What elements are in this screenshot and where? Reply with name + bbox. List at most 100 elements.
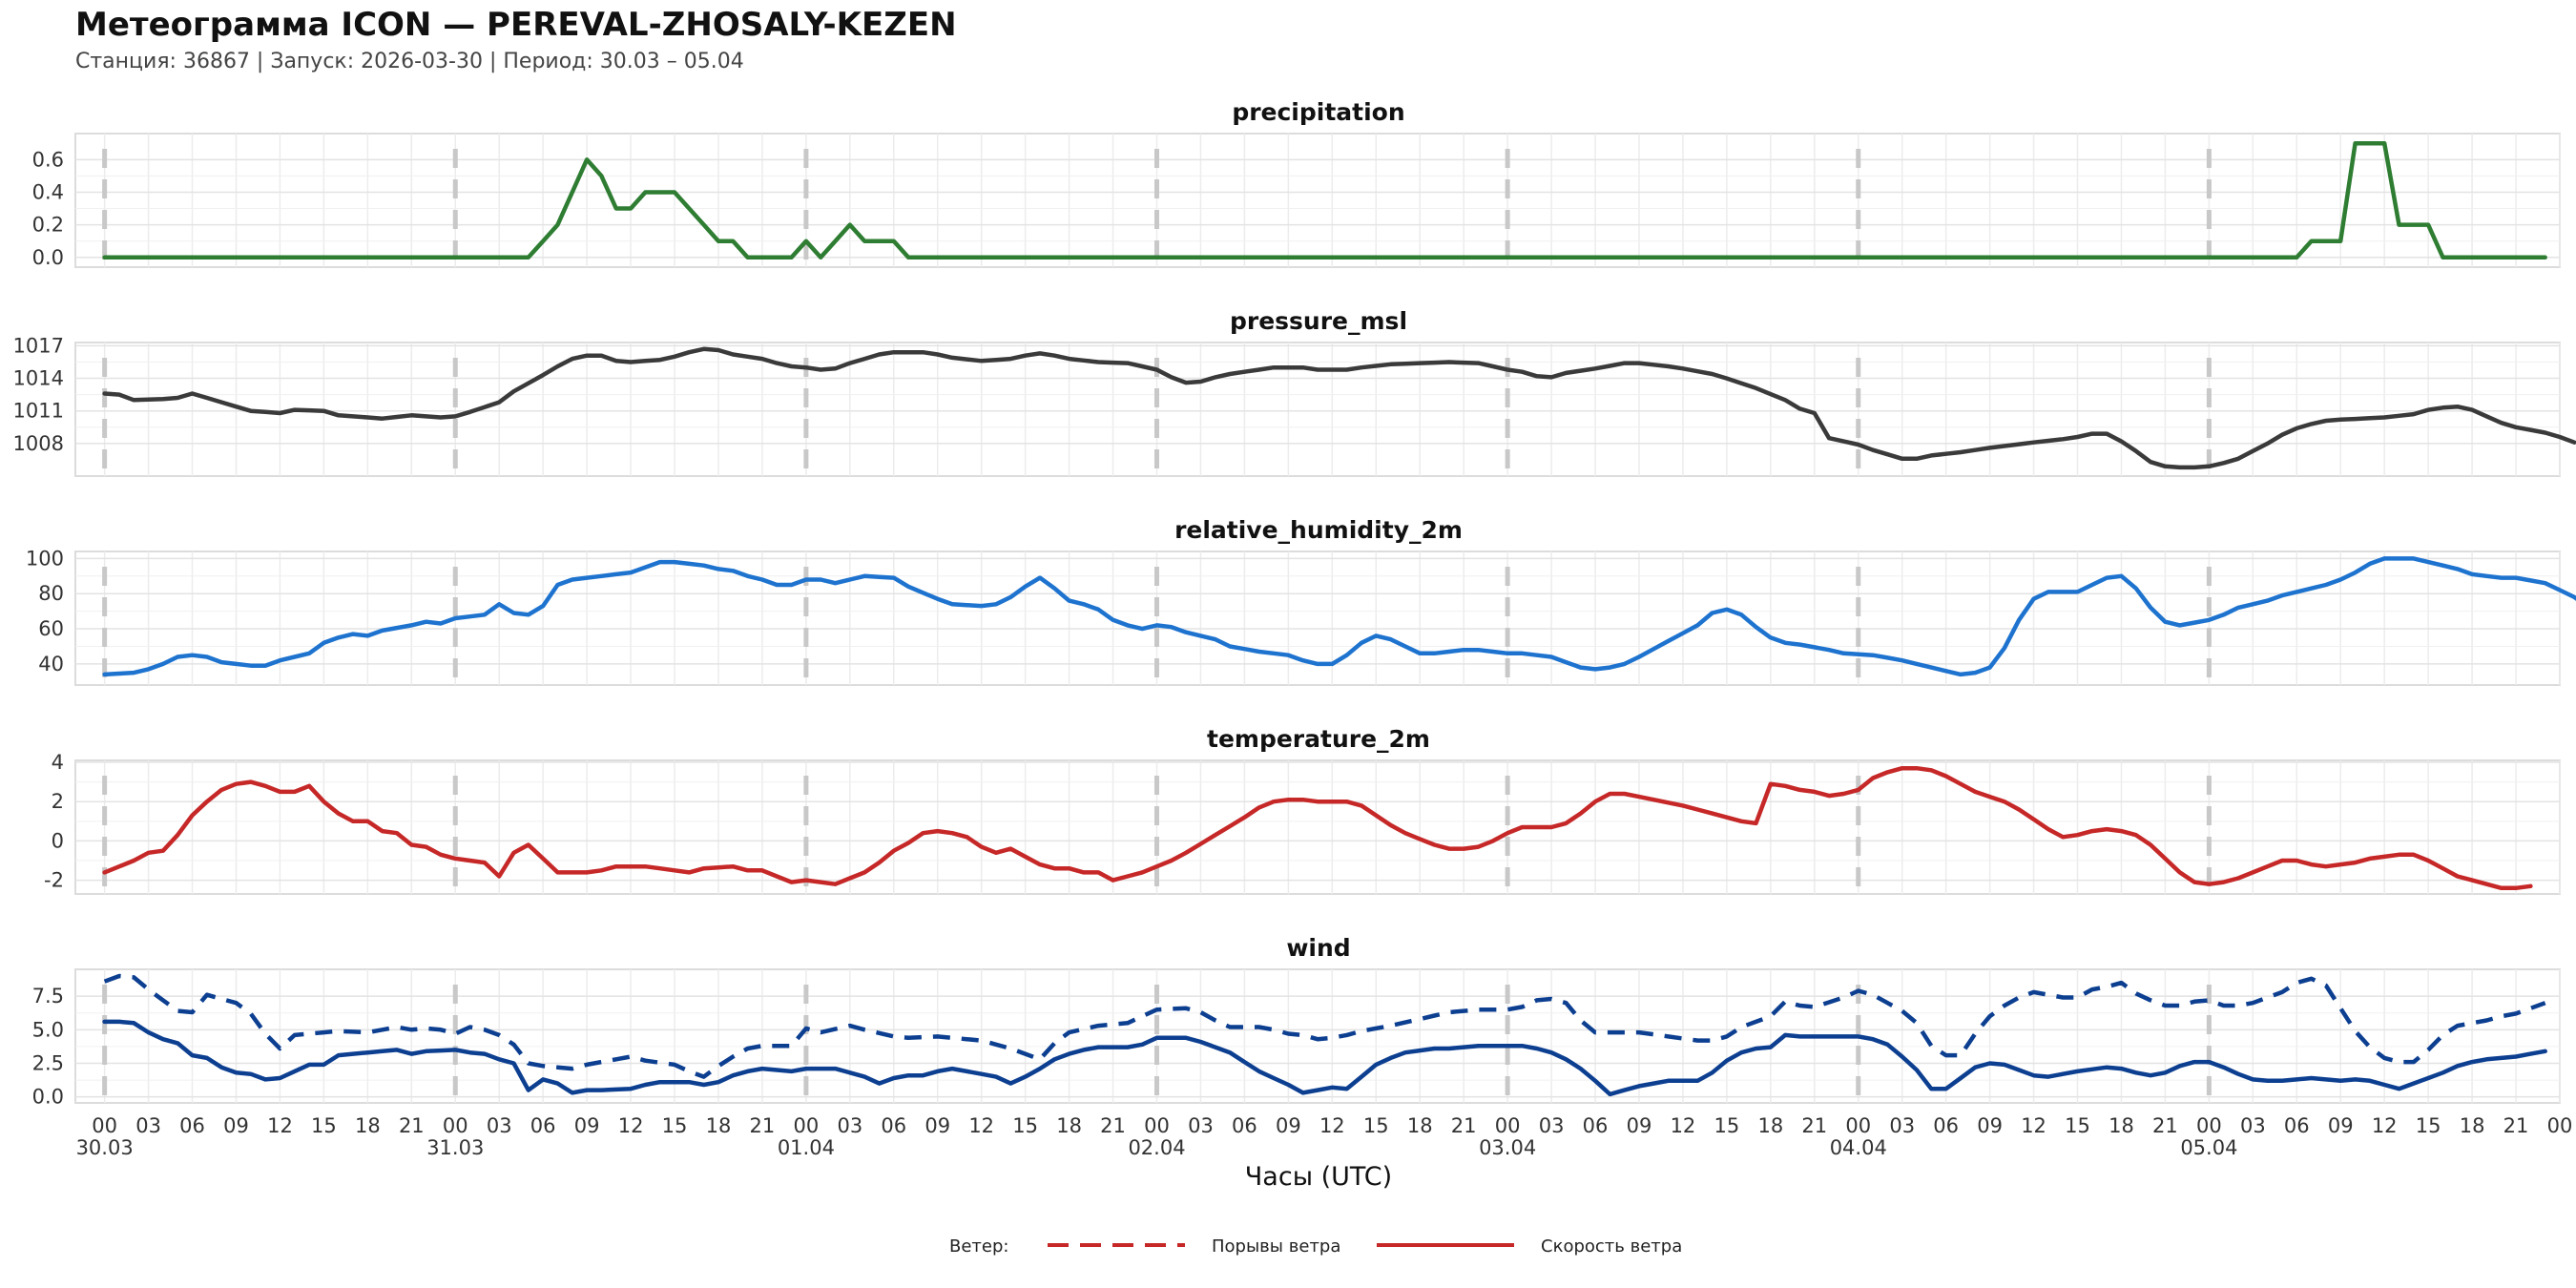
panel-frame [74, 759, 2561, 895]
x-day-label: 05.04 [2180, 1136, 2237, 1159]
y-tick-label: 0.0 [32, 246, 64, 269]
y-tick-label: 80 [38, 582, 64, 605]
x-tick-label: 03 [837, 1114, 862, 1137]
y-tick-label: 1017 [13, 334, 64, 357]
series-line-pressure_msl [102, 346, 2576, 470]
x-tick-label: 21 [750, 1114, 776, 1137]
x-tick-label: 21 [1100, 1114, 1126, 1137]
x-tick-label: 21 [2503, 1114, 2529, 1137]
legend: Ветер: Порывы ветра Скорость ветра [949, 1236, 1682, 1257]
y-tick-label: 0.6 [32, 148, 64, 171]
x-tick-label: 06 [530, 1114, 556, 1137]
y-tick-label: 60 [38, 617, 64, 640]
y-tick-label: 1014 [13, 367, 64, 390]
x-tick-label: 03 [1539, 1114, 1565, 1137]
chart-subtitle: Станция: 36867 | Запуск: 2026-03-30 | Пе… [75, 50, 744, 73]
panel-temperature-2m: -2 0 2 4 temperature_2m [44, 725, 2561, 895]
chart-panels: 0.0 0.2 0.4 0.6 precipitation 1008 1011 1014 101… [13, 98, 2576, 1109]
x-tick-label: 09 [223, 1114, 249, 1137]
panel-frame [74, 342, 2561, 477]
legend-label-gusts: Порывы ветра [1212, 1236, 1340, 1257]
panel-title: precipitation [1232, 98, 1404, 126]
panel-relative-humidity-2m: 40 60 80 100 relative_humidity_2m [26, 516, 2576, 686]
legend-title: Ветер: [949, 1236, 1008, 1257]
y-tick-label: 5.0 [32, 1018, 64, 1041]
panel-frame [74, 968, 2561, 1104]
x-tick-label: 12 [2021, 1114, 2046, 1137]
x-tick-label: 18 [2109, 1114, 2134, 1137]
x-tick-label: 03 [1188, 1114, 1214, 1137]
y-tick-label: 100 [26, 547, 64, 570]
y-tick-label: 1008 [13, 432, 64, 455]
series-line-скорость-ветра [102, 1019, 2547, 1097]
y-tick-label: 40 [38, 653, 64, 675]
x-tick-label: 09 [1977, 1114, 2003, 1137]
x-tick-label: 03 [135, 1114, 161, 1137]
panel-title: temperature_2m [1207, 725, 1430, 753]
x-tick-label: 00 [794, 1114, 820, 1137]
legend-label-speed: Скорость ветра [1541, 1236, 1682, 1257]
x-tick-label: 09 [574, 1114, 600, 1137]
x-tick-label: 15 [2416, 1114, 2441, 1137]
x-axis: 00 03 06 09 12 15 18 21 00 03 06 09 12 15 18 21 00 03 06 09… [76, 1114, 2573, 1159]
x-tick-label: 18 [2460, 1114, 2485, 1137]
series-line-relative_humidity_2m [102, 556, 2576, 677]
x-tick-label: 18 [355, 1114, 381, 1137]
x-axis-label: Часы (UTC) [1245, 1162, 1392, 1192]
y-tick-label: 0.2 [32, 214, 64, 237]
y-tick-label: 0.0 [32, 1086, 64, 1109]
x-tick-label: 12 [1671, 1114, 1696, 1137]
x-tick-label: 06 [1232, 1114, 1257, 1137]
x-tick-label: 06 [179, 1114, 205, 1137]
x-tick-label: 15 [311, 1114, 337, 1137]
panel-frame [74, 133, 2561, 268]
x-tick-label: 06 [881, 1114, 906, 1137]
y-tick-label: -2 [44, 869, 64, 892]
x-tick-label: 09 [2328, 1114, 2354, 1137]
x-tick-label: 00 [1845, 1114, 1871, 1137]
x-tick-label: 06 [1583, 1114, 1609, 1137]
panel-title: relative_humidity_2m [1174, 516, 1463, 544]
x-tick-label: 12 [618, 1114, 644, 1137]
x-tick-label: 21 [2152, 1114, 2178, 1137]
x-tick-label: 00 [1144, 1114, 1170, 1137]
y-tick-label: 0.4 [32, 180, 64, 203]
y-tick-label: 2.5 [32, 1051, 64, 1074]
x-tick-label: 15 [1363, 1114, 1389, 1137]
x-tick-label: 06 [2284, 1114, 2310, 1137]
y-tick-label: 7.5 [32, 985, 64, 1008]
x-day-label: 30.03 [76, 1136, 134, 1159]
x-tick-label: 15 [1714, 1114, 1740, 1137]
x-tick-label: 12 [2372, 1114, 2398, 1137]
series-line-порывы-ветра [103, 973, 2546, 1079]
panel-title: pressure_msl [1230, 307, 1407, 335]
chart-title: Метеограмма ICON — PEREVAL-ZHOSALY-KEZEN [75, 6, 957, 44]
x-tick-label: 18 [1407, 1114, 1433, 1137]
x-tick-label: 09 [1627, 1114, 1652, 1137]
x-tick-label: 03 [1889, 1114, 1915, 1137]
x-day-label: 01.04 [778, 1136, 835, 1159]
panel-precipitation: 0.0 0.2 0.4 0.6 precipitation [32, 98, 2561, 269]
x-tick-label: 00 [443, 1114, 468, 1137]
x-tick-label: 12 [1319, 1114, 1345, 1137]
x-tick-label: 03 [487, 1114, 512, 1137]
x-tick-label: 00 [92, 1114, 117, 1137]
x-tick-label: 15 [662, 1114, 688, 1137]
x-tick-label: 12 [267, 1114, 293, 1137]
x-tick-label: 06 [1933, 1114, 1959, 1137]
x-day-label: 02.04 [1128, 1136, 1185, 1159]
y-tick-label: 1011 [13, 400, 64, 423]
x-tick-label: 09 [1276, 1114, 1301, 1137]
x-tick-label: 00 [1495, 1114, 1521, 1137]
x-tick-label: 03 [2240, 1114, 2266, 1137]
x-tick-label: 18 [1757, 1114, 1783, 1137]
x-tick-label: 15 [2065, 1114, 2090, 1137]
panel-pressure-msl: 1008 1011 1014 1017 pressure_msl [13, 307, 2576, 477]
x-tick-label: 21 [399, 1114, 425, 1137]
panel-title: wind [1286, 934, 1350, 962]
series-line-temperature_2m [102, 765, 2533, 891]
x-tick-label: 00 [2196, 1114, 2222, 1137]
x-tick-label: 21 [1451, 1114, 1477, 1137]
x-day-label: 04.04 [1830, 1136, 1887, 1159]
